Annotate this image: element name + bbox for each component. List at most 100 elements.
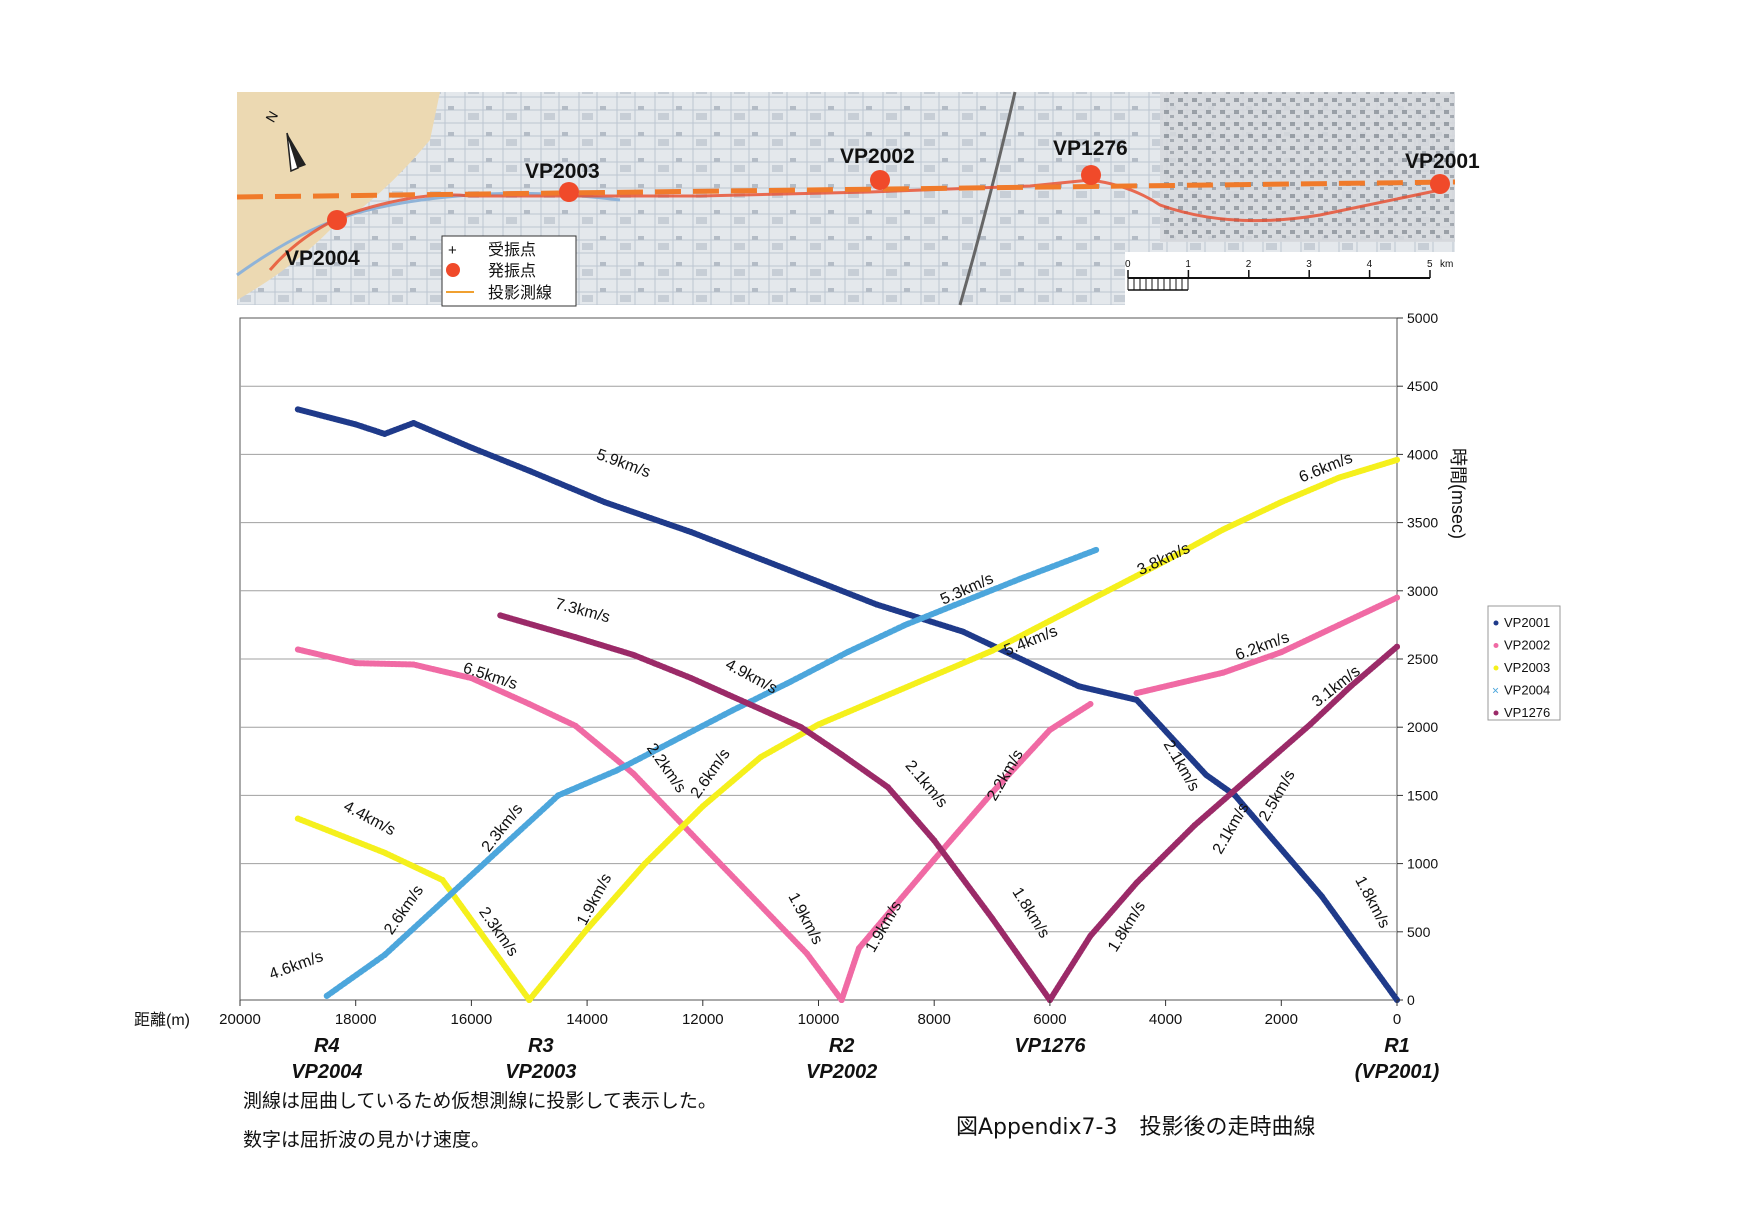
series-point-vp2003	[294, 815, 301, 822]
station-label: R4	[314, 1035, 340, 1057]
series-point-vp2002	[1394, 594, 1400, 601]
x-axis-ticks: 20000 18000 16000 14000 12000 10000 8000 6000 40…	[219, 1000, 1401, 1028]
station-label: R1	[1384, 1035, 1410, 1057]
scale-tick-label: 4	[1367, 259, 1373, 270]
x-tick-label: 6000	[1033, 1011, 1066, 1028]
map-label-vp2003: VP2003	[525, 160, 600, 183]
series-point-vp1276	[497, 612, 504, 619]
series-point-vp2002	[1087, 701, 1094, 708]
map-source-vp2001	[1430, 174, 1450, 194]
legend-marker-icon	[1493, 643, 1499, 648]
series-point-vp1276	[1087, 932, 1094, 939]
y-tick-label: 2500	[1407, 651, 1438, 667]
y-tick-label: 4000	[1407, 446, 1438, 462]
map-source-vp2002	[870, 170, 890, 190]
map-label-vp2004: VP2004	[285, 247, 360, 270]
y-tick-label: 2000	[1407, 719, 1438, 735]
series-point-vp2001	[526, 467, 533, 474]
x-tick-label: 8000	[918, 1011, 951, 1028]
series-point-vp1276	[931, 837, 938, 844]
legend-marker-icon	[1493, 665, 1499, 671]
series-point-vp2002	[931, 856, 938, 863]
series-point-vp2001	[688, 529, 695, 536]
series-point-vp2003	[699, 803, 706, 810]
note-line-2: 数字は屈折波の見かけ速度。	[243, 1129, 491, 1151]
series-point-vp2003	[439, 876, 446, 883]
series-point-vp1276	[1249, 771, 1256, 778]
legend-source-label: 発振点	[488, 262, 536, 280]
x-tick-label: 0	[1393, 1011, 1401, 1028]
y-tick-label: 3500	[1407, 515, 1438, 531]
x-tick-label: 16000	[451, 1011, 493, 1028]
series-point-vp2003	[1104, 587, 1111, 594]
series-point-vp2004	[381, 951, 388, 958]
series-point-vp2004	[1017, 575, 1024, 582]
series-point-vp1276	[1394, 643, 1400, 650]
series-point-vp2002	[803, 950, 810, 957]
scale-tick-label: 2	[1246, 259, 1252, 270]
series-point-vp2002	[1046, 726, 1053, 733]
y-tick-label: 4500	[1407, 378, 1438, 394]
series-point-vp2001	[1075, 683, 1082, 690]
map-label-vp2002: VP2002	[840, 145, 915, 168]
map-label-vp2001: VP2001	[1405, 150, 1480, 173]
x-tick-label: 14000	[566, 1011, 608, 1028]
x-axis-label: 距離(m)	[134, 1011, 190, 1029]
series-point-vp2004	[555, 792, 562, 799]
scale-tick-label: 0	[1125, 259, 1131, 270]
series-point-vp1276	[688, 675, 695, 682]
series-point-vp2004	[1093, 546, 1100, 553]
series-point-vp2004	[670, 737, 677, 744]
legend-receiver-label: 受振点	[488, 241, 536, 259]
map-source-vp2003	[559, 182, 579, 202]
legend-marker-icon	[1493, 620, 1499, 626]
series-point-vp2001	[410, 420, 417, 427]
series-point-vp2003	[1220, 526, 1227, 533]
series-point-vp2002	[989, 789, 996, 796]
y-tick-label: 5000	[1407, 310, 1438, 326]
y-axis-label: 時間(msec)	[1448, 448, 1468, 539]
series-layer	[294, 406, 1400, 1003]
series-point-vp2004	[960, 598, 967, 605]
y-tick-label: 1500	[1407, 787, 1438, 803]
series-point-vp2002	[688, 830, 695, 837]
legend-entry-vp2003: VP2003	[1504, 660, 1550, 675]
scale-unit: km	[1440, 259, 1453, 270]
x-tick-label: 20000	[219, 1011, 261, 1028]
series-point-vp2004	[728, 707, 735, 714]
series-point-vp2003	[584, 926, 591, 933]
series-point-vp2001	[960, 628, 967, 635]
location-map: VP2004 VP2003 VP2002 VP1276 VP2001 N + 受…	[236, 91, 1480, 307]
map-rail	[958, 91, 1017, 306]
legend-source-icon	[446, 263, 460, 277]
scale-tick-label: 3	[1306, 259, 1312, 270]
series-point-vp1276	[989, 915, 996, 922]
legend-entry-vp2002: VP2002	[1504, 638, 1550, 653]
legend-marker-icon	[1493, 710, 1499, 716]
y-axis-ticks: 0 500 1000 1500 2000 2500 3000 3500 4000 4500 5000	[1397, 310, 1438, 1008]
series-point-vp1276	[1191, 822, 1198, 829]
series-point-vp1276	[630, 651, 637, 658]
north-arrow-icon: N	[262, 108, 306, 173]
series-point-vp2003	[989, 647, 996, 654]
series-line-vp2003	[526, 456, 1400, 1003]
series-point-vp2003	[1046, 617, 1053, 624]
series-point-vp1276	[746, 701, 753, 708]
series-point-vp2004	[786, 679, 793, 686]
y-tick-label: 1000	[1407, 856, 1438, 872]
series-point-vp2002	[1278, 649, 1285, 656]
series-point-vp2001	[601, 499, 608, 506]
series-point-vp2002	[410, 661, 417, 668]
x-tick-label: 12000	[682, 1011, 724, 1028]
series-point-vp2003	[526, 997, 533, 1003]
series-point-vp2002	[1336, 621, 1343, 628]
series-point-vp2004	[323, 992, 330, 999]
series-line-vp2003	[294, 815, 533, 1003]
x-tick-label: 18000	[335, 1011, 377, 1028]
x-tick-label: 4000	[1149, 1011, 1182, 1028]
map-source-vp1276	[1081, 165, 1101, 185]
x-tick-label: 2000	[1265, 1011, 1298, 1028]
scale-tick-label: 1	[1185, 259, 1191, 270]
series-point-vp2002	[855, 945, 862, 952]
series-point-vp2002	[294, 646, 301, 653]
